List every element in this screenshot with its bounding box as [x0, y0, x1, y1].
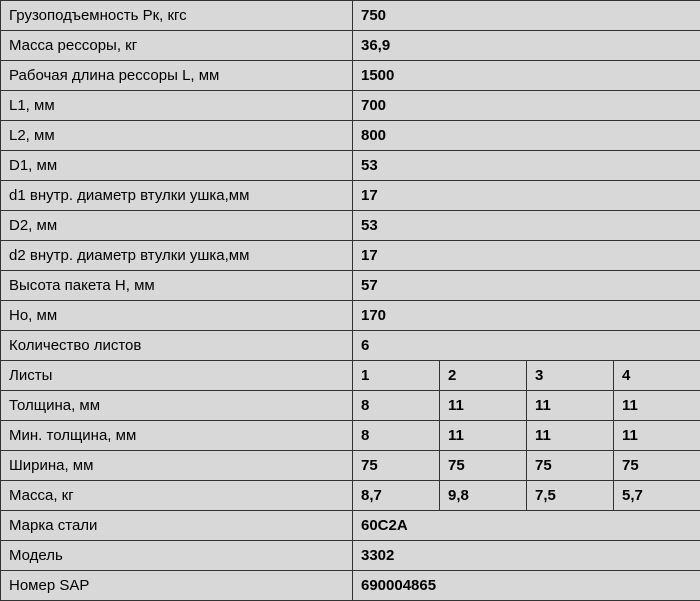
row-cell: 8	[353, 421, 440, 451]
table-row: Масса, кг 8,7 9,8 7,5 5,7	[1, 481, 700, 511]
row-label: D2, мм	[1, 211, 353, 241]
table-row: L1, мм700	[1, 91, 700, 121]
table-row: d2 внутр. диаметр втулки ушка,мм17	[1, 241, 700, 271]
row-value: 60С2А	[353, 511, 700, 541]
row-value: 53	[353, 151, 700, 181]
row-label: Марка стали	[1, 511, 353, 541]
table-row: Модель3302	[1, 541, 700, 571]
row-cell: 2	[440, 361, 527, 391]
row-value: 170	[353, 301, 700, 331]
table-row: Марка стали60С2А	[1, 511, 700, 541]
table-row: Масса рессоры, кг36,9	[1, 31, 700, 61]
table-row: d1 внутр. диаметр втулки ушка,мм17	[1, 181, 700, 211]
row-label: Толщина, мм	[1, 391, 353, 421]
row-value: 690004865	[353, 571, 700, 601]
row-value: 800	[353, 121, 700, 151]
table-row: Высота пакета Н, мм57	[1, 271, 700, 301]
table-row: Количество листов6	[1, 331, 700, 361]
row-value: 1500	[353, 61, 700, 91]
row-label: Ширина, мм	[1, 451, 353, 481]
row-label: Рабочая длина рессоры L, мм	[1, 61, 353, 91]
table-body: Грузоподъемность Рк, кгс750 Масса рессор…	[1, 1, 700, 601]
row-cell: 8	[353, 391, 440, 421]
table-row: Толщина, мм 8 11 11 11	[1, 391, 700, 421]
row-cell: 11	[440, 391, 527, 421]
table-row: Но, мм170	[1, 301, 700, 331]
table-row: Номер SAP690004865	[1, 571, 700, 601]
row-cell: 9,8	[440, 481, 527, 511]
row-label: Количество листов	[1, 331, 353, 361]
row-value: 6	[353, 331, 700, 361]
row-cell: 5,7	[614, 481, 700, 511]
row-cell: 11	[440, 421, 527, 451]
row-label: Грузоподъемность Рк, кгс	[1, 1, 353, 31]
table-row: D2, мм53	[1, 211, 700, 241]
row-label: d1 внутр. диаметр втулки ушка,мм	[1, 181, 353, 211]
row-cell: 75	[440, 451, 527, 481]
row-value: 53	[353, 211, 700, 241]
row-cell: 11	[527, 391, 614, 421]
row-cell: 11	[614, 421, 700, 451]
table-row: Листы 1 2 3 4	[1, 361, 700, 391]
table-row: Ширина, мм 75 75 75 75	[1, 451, 700, 481]
row-label: L1, мм	[1, 91, 353, 121]
row-label: Масса рессоры, кг	[1, 31, 353, 61]
row-cell: 11	[614, 391, 700, 421]
row-label: d2 внутр. диаметр втулки ушка,мм	[1, 241, 353, 271]
table-row: Рабочая длина рессоры L, мм1500	[1, 61, 700, 91]
row-cell: 8,7	[353, 481, 440, 511]
row-label: Мин. толщина, мм	[1, 421, 353, 451]
row-value: 36,9	[353, 31, 700, 61]
row-cell: 4	[614, 361, 700, 391]
row-cell: 11	[527, 421, 614, 451]
row-value: 750	[353, 1, 700, 31]
row-label: Модель	[1, 541, 353, 571]
row-label: L2, мм	[1, 121, 353, 151]
row-label: Масса, кг	[1, 481, 353, 511]
table-row: D1, мм53	[1, 151, 700, 181]
row-value: 17	[353, 181, 700, 211]
row-label: Номер SAP	[1, 571, 353, 601]
row-value: 700	[353, 91, 700, 121]
row-cell: 75	[353, 451, 440, 481]
spec-table: Грузоподъемность Рк, кгс750 Масса рессор…	[0, 0, 700, 601]
table-row: Мин. толщина, мм 8 11 11 11	[1, 421, 700, 451]
row-cell: 3	[527, 361, 614, 391]
row-cell: 75	[614, 451, 700, 481]
row-label: Листы	[1, 361, 353, 391]
table-row: L2, мм800	[1, 121, 700, 151]
row-label: Но, мм	[1, 301, 353, 331]
row-cell: 7,5	[527, 481, 614, 511]
table-row: Грузоподъемность Рк, кгс750	[1, 1, 700, 31]
row-value: 17	[353, 241, 700, 271]
row-label: Высота пакета Н, мм	[1, 271, 353, 301]
row-value: 57	[353, 271, 700, 301]
row-cell: 75	[527, 451, 614, 481]
row-cell: 1	[353, 361, 440, 391]
row-label: D1, мм	[1, 151, 353, 181]
row-value: 3302	[353, 541, 700, 571]
